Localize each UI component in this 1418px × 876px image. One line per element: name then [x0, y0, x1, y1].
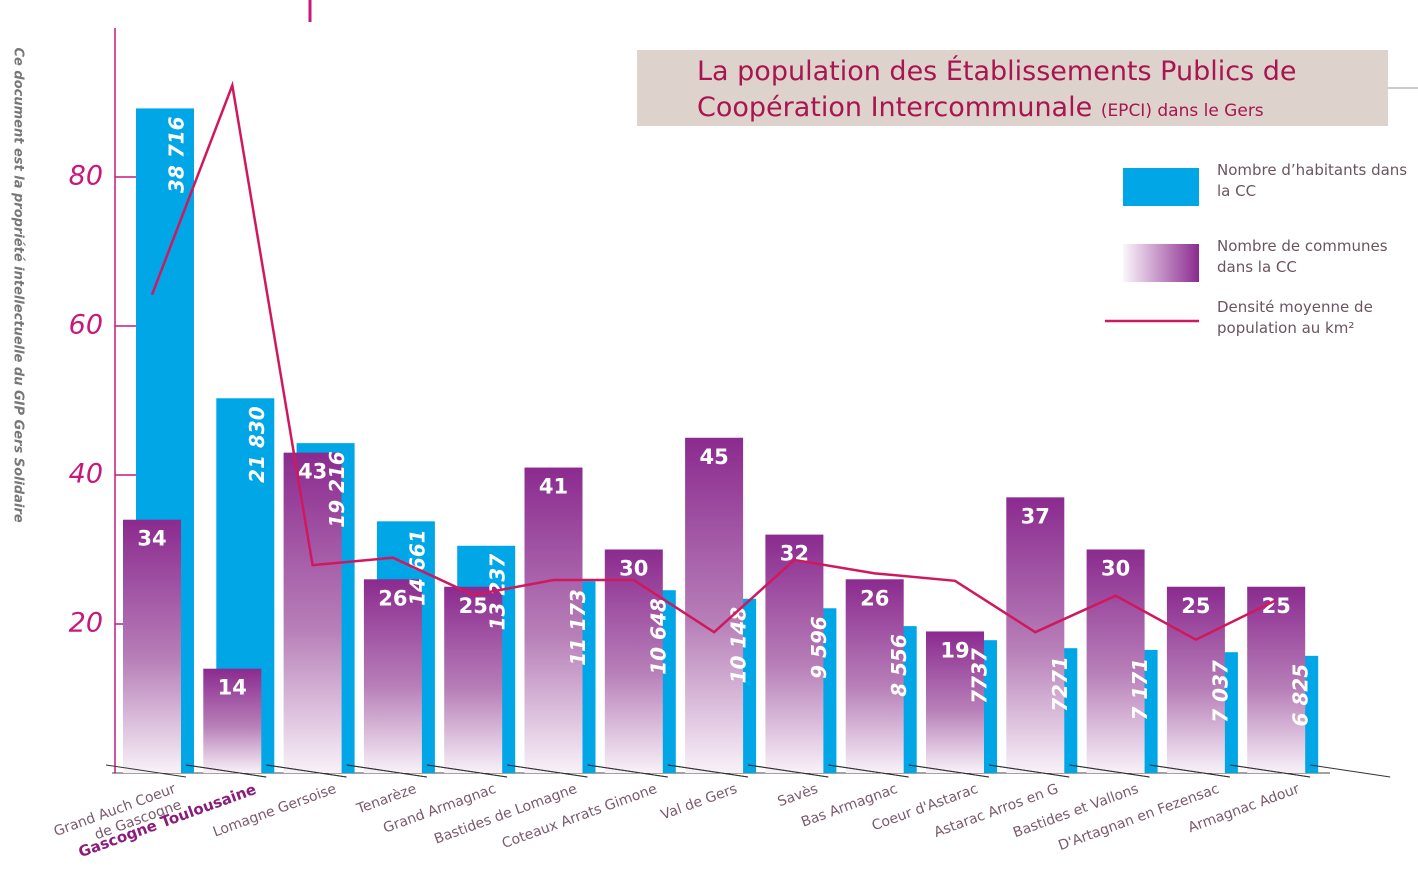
communes-label: 30	[619, 557, 648, 581]
x-tick	[1149, 764, 1230, 778]
communes-bar	[604, 549, 663, 773]
x-tick	[346, 764, 427, 778]
population-label: 9 596	[807, 616, 831, 679]
communes-bar	[1006, 497, 1065, 773]
x-tick	[1230, 764, 1311, 778]
x-tick	[266, 764, 347, 778]
population-label: 10 148	[727, 607, 751, 684]
population-label: 6 825	[1289, 664, 1313, 727]
watermark: Ce document est la propriété intellectue…	[10, 47, 26, 523]
density-line	[150, 80, 1277, 642]
communes-label: 30	[1101, 557, 1130, 581]
communes-label: 14	[218, 676, 247, 700]
x-tick	[828, 764, 909, 778]
communes-bar	[926, 631, 984, 773]
x-tick	[587, 764, 668, 778]
communes-bar	[283, 452, 342, 773]
x-tick	[186, 764, 267, 778]
legend-swatch	[1123, 244, 1199, 282]
title-note: (EPCI) dans le Gers	[1100, 101, 1264, 121]
x-tick	[105, 764, 187, 778]
communes-bar	[524, 467, 583, 773]
population-label: 14 661	[405, 529, 429, 606]
population-label: 10 648	[646, 598, 670, 675]
y-tick-label: 40	[69, 459, 103, 490]
y-tick-label: 80	[69, 161, 103, 192]
communes-bar	[203, 668, 262, 773]
communes-label: 26	[378, 586, 407, 610]
chart-title: La population des Établissements Publics…	[637, 50, 1388, 126]
x-tick	[908, 764, 990, 778]
x-tick	[507, 764, 588, 778]
population-label: 11 173	[566, 589, 590, 666]
communes-label: 37	[1021, 504, 1050, 528]
communes-bar	[1166, 586, 1225, 773]
population-label: 8 556	[887, 634, 911, 697]
population-label: 7 037	[1208, 660, 1232, 723]
communes-label: 25	[459, 594, 488, 618]
legend-swatch	[1123, 168, 1199, 206]
communes-label: 19	[940, 638, 969, 662]
legend-label: Nombre d’habitants dans la CC	[1217, 161, 1408, 200]
communes-label: 26	[860, 586, 889, 610]
x-tick	[989, 764, 1070, 778]
population-label: 7271	[1048, 656, 1072, 712]
communes-bar	[1247, 586, 1306, 773]
legend-label: Densité moyenne de population au km²	[1217, 298, 1373, 337]
communes-bar	[363, 579, 422, 773]
communes-bar	[765, 534, 824, 773]
x-tick	[1069, 764, 1150, 778]
communes-label: 45	[699, 445, 728, 469]
communes-label: 34	[137, 527, 166, 551]
communes-label: 41	[539, 475, 568, 499]
communes-bar	[845, 579, 904, 773]
population-label: 7 171	[1128, 658, 1152, 721]
y-tick-label: 60	[69, 310, 103, 341]
population-label: 7737	[968, 648, 992, 704]
x-tick	[427, 764, 508, 778]
population-label: 19 216	[325, 451, 349, 528]
communes-bar	[685, 437, 744, 773]
legend-label: Nombre de communes dans la CC	[1217, 237, 1388, 276]
population-label: 38 716	[165, 116, 189, 193]
communes-label: 43	[298, 460, 327, 484]
communes-bar	[444, 586, 503, 773]
title-main: La population des Établissements Publics…	[697, 56, 1297, 123]
communes-bar	[1086, 549, 1145, 773]
x-tick	[748, 764, 829, 778]
communes-label: 25	[1181, 594, 1210, 618]
y-tick-label: 20	[69, 608, 103, 639]
population-label: 21 830	[245, 406, 269, 483]
x-tick	[668, 764, 749, 778]
communes-bar	[123, 519, 181, 773]
x-tick	[1310, 764, 1391, 778]
